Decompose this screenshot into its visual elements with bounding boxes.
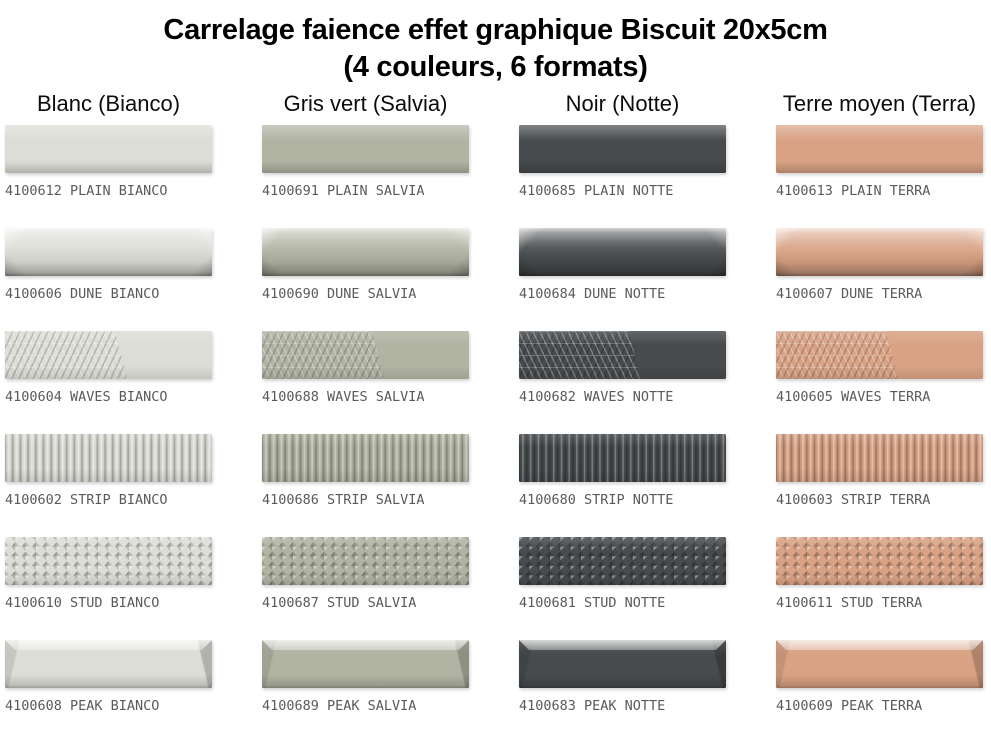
tile-label-dune-salvia: 4100690 DUNE SALVIA	[262, 286, 417, 302]
tile-swatch-dune-notte	[519, 228, 726, 276]
tile-cell-plain-salvia: 4100691 PLAIN SALVIA	[262, 125, 469, 199]
tile-swatch-strip-salvia	[262, 434, 469, 482]
color-header-row: Blanc (Bianco) Gris vert (Salvia) Noir (…	[0, 91, 991, 117]
tile-grid: 4100612 PLAIN BIANCO 4100691 PLAIN SALVIA…	[0, 125, 991, 714]
column-header-bianco: Blanc (Bianco)	[36, 91, 181, 116]
tile-label-dune-notte: 4100684 DUNE NOTTE	[519, 286, 666, 302]
tile-cell-peak-bianco: 4100608 PEAK BIANCO	[5, 640, 212, 714]
tile-cell-stud-terra: 4100611 STUD TERRA	[776, 537, 983, 611]
page-title-line2: (4 couleurs, 6 formats)	[343, 51, 648, 83]
tile-swatch-dune-salvia	[262, 228, 469, 276]
tile-label-waves-bianco: 4100604 WAVES BIANCO	[5, 389, 168, 405]
tile-swatch-peak-notte	[519, 640, 726, 688]
tile-cell-waves-bianco: 4100604 WAVES BIANCO	[5, 331, 212, 405]
tile-swatch-plain-bianco	[5, 125, 212, 173]
tile-swatch-peak-salvia	[262, 640, 469, 688]
tile-label-strip-bianco: 4100602 STRIP BIANCO	[5, 492, 168, 508]
tile-label-plain-salvia: 4100691 PLAIN SALVIA	[262, 183, 425, 199]
tile-cell-plain-notte: 4100685 PLAIN NOTTE	[519, 125, 726, 199]
column-header-notte: Noir (Notte)	[565, 91, 680, 116]
page-title-line1: Carrelage faience effet graphique Biscui…	[163, 14, 828, 46]
tile-cell-dune-terra: 4100607 DUNE TERRA	[776, 228, 983, 302]
tile-swatch-stud-bianco	[5, 537, 212, 585]
tile-swatch-waves-terra	[776, 331, 983, 379]
tile-swatch-dune-terra	[776, 228, 983, 276]
tile-swatch-strip-notte	[519, 434, 726, 482]
tile-cell-strip-bianco: 4100602 STRIP BIANCO	[5, 434, 212, 508]
tile-label-plain-notte: 4100685 PLAIN NOTTE	[519, 183, 674, 199]
tile-cell-stud-notte: 4100681 STUD NOTTE	[519, 537, 726, 611]
tile-cell-waves-salvia: 4100688 WAVES SALVIA	[262, 331, 469, 405]
column-header-salvia: Gris vert (Salvia)	[283, 91, 448, 116]
tile-label-stud-notte: 4100681 STUD NOTTE	[519, 595, 666, 611]
catalog-page: Carrelage faience effet graphique Biscui…	[0, 12, 991, 714]
tile-label-waves-notte: 4100682 WAVES NOTTE	[519, 389, 674, 405]
tile-swatch-stud-salvia	[262, 537, 469, 585]
tile-label-waves-terra: 4100605 WAVES TERRA	[776, 389, 931, 405]
tile-label-strip-notte: 4100680 STRIP NOTTE	[519, 492, 674, 508]
tile-cell-strip-salvia: 4100686 STRIP SALVIA	[262, 434, 469, 508]
column-header-terra: Terre moyen (Terra)	[782, 91, 977, 116]
tile-swatch-strip-terra	[776, 434, 983, 482]
tile-cell-dune-salvia: 4100690 DUNE SALVIA	[262, 228, 469, 302]
tile-cell-stud-salvia: 4100687 STUD SALVIA	[262, 537, 469, 611]
tile-cell-peak-notte: 4100683 PEAK NOTTE	[519, 640, 726, 714]
tile-swatch-plain-salvia	[262, 125, 469, 173]
tile-label-peak-terra: 4100609 PEAK TERRA	[776, 698, 923, 714]
tile-cell-plain-terra: 4100613 PLAIN TERRA	[776, 125, 983, 199]
tile-label-stud-salvia: 4100687 STUD SALVIA	[262, 595, 417, 611]
tile-swatch-stud-terra	[776, 537, 983, 585]
tile-label-dune-bianco: 4100606 DUNE BIANCO	[5, 286, 160, 302]
tile-swatch-waves-salvia	[262, 331, 469, 379]
tile-cell-waves-terra: 4100605 WAVES TERRA	[776, 331, 983, 405]
tile-label-peak-bianco: 4100608 PEAK BIANCO	[5, 698, 160, 714]
tile-cell-peak-terra: 4100609 PEAK TERRA	[776, 640, 983, 714]
tile-cell-stud-bianco: 4100610 STUD BIANCO	[5, 537, 212, 611]
tile-swatch-peak-bianco	[5, 640, 212, 688]
tile-label-dune-terra: 4100607 DUNE TERRA	[776, 286, 923, 302]
tile-label-stud-terra: 4100611 STUD TERRA	[776, 595, 923, 611]
tile-swatch-plain-notte	[519, 125, 726, 173]
tile-cell-strip-notte: 4100680 STRIP NOTTE	[519, 434, 726, 508]
tile-cell-peak-salvia: 4100689 PEAK SALVIA	[262, 640, 469, 714]
tile-swatch-plain-terra	[776, 125, 983, 173]
tile-swatch-stud-notte	[519, 537, 726, 585]
tile-label-waves-salvia: 4100688 WAVES SALVIA	[262, 389, 425, 405]
tile-cell-plain-bianco: 4100612 PLAIN BIANCO	[5, 125, 212, 199]
tile-label-peak-salvia: 4100689 PEAK SALVIA	[262, 698, 417, 714]
tile-label-strip-salvia: 4100686 STRIP SALVIA	[262, 492, 425, 508]
tile-label-plain-terra: 4100613 PLAIN TERRA	[776, 183, 931, 199]
tile-cell-waves-notte: 4100682 WAVES NOTTE	[519, 331, 726, 405]
tile-swatch-strip-bianco	[5, 434, 212, 482]
tile-label-peak-notte: 4100683 PEAK NOTTE	[519, 698, 666, 714]
tile-label-plain-bianco: 4100612 PLAIN BIANCO	[5, 183, 168, 199]
tile-cell-dune-bianco: 4100606 DUNE BIANCO	[5, 228, 212, 302]
page-title: Carrelage faience effet graphique Biscui…	[0, 12, 991, 86]
tile-cell-dune-notte: 4100684 DUNE NOTTE	[519, 228, 726, 302]
tile-swatch-peak-terra	[776, 640, 983, 688]
tile-label-strip-terra: 4100603 STRIP TERRA	[776, 492, 931, 508]
tile-swatch-waves-bianco	[5, 331, 212, 379]
tile-swatch-dune-bianco	[5, 228, 212, 276]
tile-swatch-waves-notte	[519, 331, 726, 379]
tile-cell-strip-terra: 4100603 STRIP TERRA	[776, 434, 983, 508]
tile-label-stud-bianco: 4100610 STUD BIANCO	[5, 595, 160, 611]
